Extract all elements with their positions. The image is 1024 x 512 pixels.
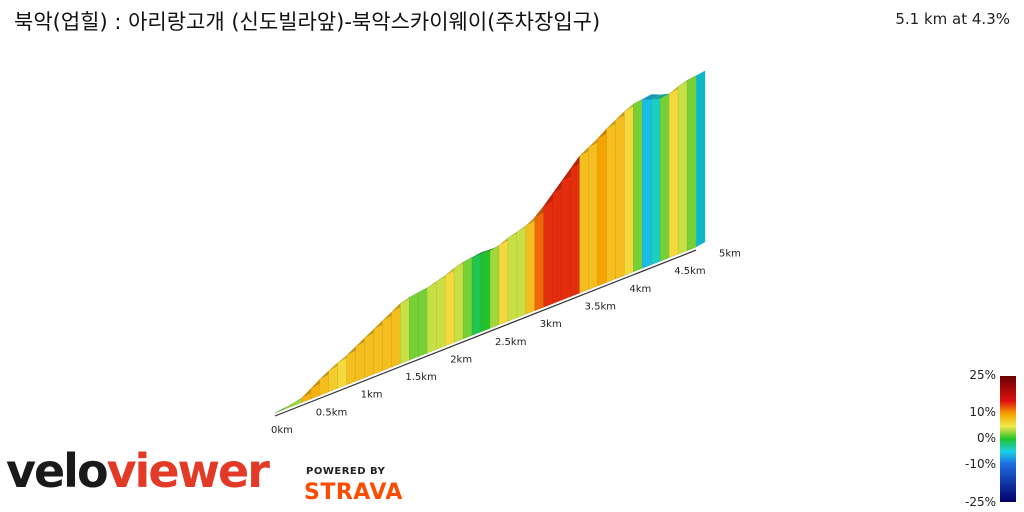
distance-tick-label: 4.5km: [674, 266, 705, 277]
distance-tick-label: 2.5km: [495, 337, 526, 348]
profile-segment: [480, 245, 500, 333]
distance-tick-label: 5km: [719, 249, 741, 260]
logo-viewer: viewer: [106, 444, 270, 498]
powered-by-label: POWERED BY: [306, 466, 386, 477]
segment-stats: 5.1 km at 4.3%: [895, 10, 1010, 28]
distance-tick-label: 4km: [629, 284, 651, 295]
distance-tick-label: 0.5km: [316, 407, 347, 418]
distance-tick-label: 3.5km: [585, 301, 616, 312]
legend-label-max: 25%: [969, 368, 996, 382]
grade-color-legend: [1000, 376, 1016, 502]
veloviewer-logo[interactable]: veloviewer: [6, 448, 270, 494]
distance-tick-label: 3km: [540, 319, 562, 330]
legend-label-high: 10%: [969, 405, 996, 419]
distance-tick-label: 2km: [450, 354, 472, 365]
logo-velo: velo: [6, 444, 109, 498]
profile-end-cap: [696, 70, 706, 248]
distance-axis: [274, 249, 697, 417]
distance-tick-label: 1km: [361, 390, 383, 401]
segment-title: 북악(업힐) : 아리랑고개 (신도빌라앞)-북악스카이웨이(주차장입구): [14, 10, 601, 34]
legend-label-zero: 0%: [976, 431, 996, 445]
legend-gradient-bar: [1000, 376, 1016, 502]
distance-tick-label: 1.5km: [405, 372, 436, 383]
legend-label-low: -10%: [964, 457, 996, 471]
legend-label-min: -25%: [964, 495, 996, 509]
strava-logo[interactable]: STRAVA: [304, 480, 403, 505]
distance-tick-label: 0km: [271, 425, 293, 436]
